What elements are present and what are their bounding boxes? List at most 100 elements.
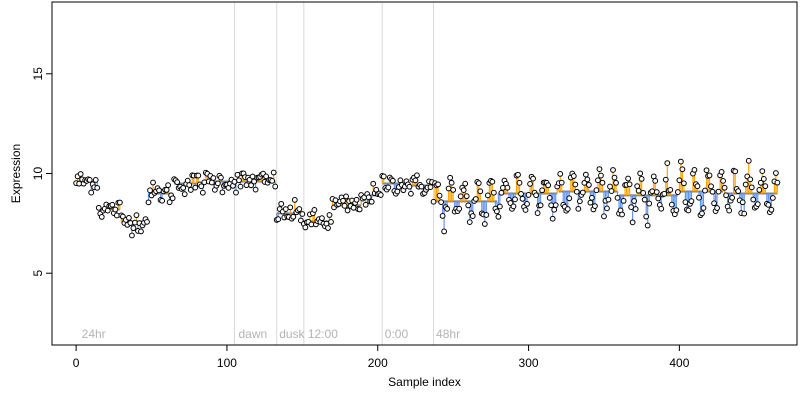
data-point [721, 184, 728, 191]
data-point [463, 193, 470, 200]
data-point [251, 178, 257, 185]
data-point [759, 168, 766, 175]
data-point [159, 197, 165, 204]
data-point [181, 191, 188, 198]
data-point [748, 184, 755, 191]
data-point [534, 210, 541, 216]
data-point [620, 198, 627, 204]
data-point [490, 189, 497, 196]
data-point [527, 180, 533, 187]
y-tick-label: 10 [31, 167, 45, 181]
data-point [109, 201, 116, 208]
data-point [192, 184, 199, 191]
plot-frame [51, 1, 798, 346]
data-point [640, 190, 647, 196]
data-point [723, 192, 730, 199]
data-point [272, 183, 279, 190]
data-point [706, 172, 713, 179]
x-tick-label: 100 [217, 356, 237, 370]
data-point [218, 174, 224, 181]
data-point [593, 187, 600, 194]
data-point [270, 169, 277, 176]
data-point [632, 206, 639, 212]
data-point [646, 200, 653, 207]
data-point [700, 205, 707, 211]
data-point [77, 171, 84, 177]
data-point [677, 158, 684, 165]
data-point [150, 179, 156, 186]
data-point [130, 225, 137, 232]
data-point [768, 206, 775, 213]
data-point [566, 195, 573, 202]
data-point [703, 167, 710, 174]
data-point [595, 177, 601, 184]
data-point [557, 170, 564, 177]
data-point [438, 199, 444, 206]
data-point [472, 196, 479, 202]
data-point [516, 179, 523, 186]
data-point [147, 187, 153, 194]
data-point [138, 228, 144, 235]
data-point [278, 200, 285, 207]
data-point [573, 188, 580, 195]
data-point [465, 202, 472, 209]
data-point [641, 196, 648, 203]
data-point [116, 199, 123, 206]
data-point [658, 205, 665, 212]
data-point [340, 197, 346, 204]
reference-label: dawn [238, 327, 267, 341]
data-point [515, 171, 521, 178]
data-point [533, 192, 539, 199]
data-point [518, 191, 524, 197]
data-point [688, 198, 695, 205]
x-tick-label: 0 [73, 356, 80, 370]
data-point [199, 189, 206, 196]
data-point [708, 183, 714, 190]
data-point [510, 203, 517, 210]
data-point [145, 199, 152, 206]
data-point [389, 177, 396, 184]
data-point [237, 183, 244, 190]
data-point [319, 215, 325, 222]
data-point [356, 206, 363, 213]
data-point [762, 183, 769, 190]
data-point [638, 175, 645, 182]
data-point [201, 179, 208, 186]
data-point [497, 203, 503, 210]
data-point [735, 188, 742, 195]
data-point [299, 211, 306, 217]
data-point [610, 167, 616, 173]
data-point [456, 205, 463, 212]
data-point [94, 184, 101, 191]
data-point [673, 207, 680, 214]
data-point [582, 171, 589, 178]
data-point [570, 173, 577, 179]
data-point [747, 176, 754, 183]
data-point [667, 186, 674, 193]
data-point [662, 176, 669, 183]
axes: 0 100 200 300 400 5 10 15 [31, 1, 798, 370]
data-point [643, 213, 650, 220]
data-point [668, 201, 675, 208]
data-point [765, 201, 772, 208]
data-point [604, 205, 610, 212]
data-point [579, 189, 586, 196]
data-point [447, 174, 454, 181]
data-point [679, 166, 686, 173]
data-point [631, 198, 638, 204]
data-point [98, 214, 105, 220]
data-point [549, 215, 556, 222]
data-point [699, 210, 705, 217]
data-point [572, 181, 579, 188]
x-tick-label: 200 [368, 356, 388, 370]
data-point [377, 192, 384, 198]
data-point [498, 189, 505, 196]
data-point [587, 199, 594, 206]
data-point [599, 179, 606, 186]
data-point [760, 176, 767, 182]
y-tick-label: 5 [31, 270, 45, 277]
data-point [655, 195, 662, 202]
data-point [739, 199, 746, 206]
data-point [457, 193, 464, 200]
data-point [592, 203, 598, 209]
